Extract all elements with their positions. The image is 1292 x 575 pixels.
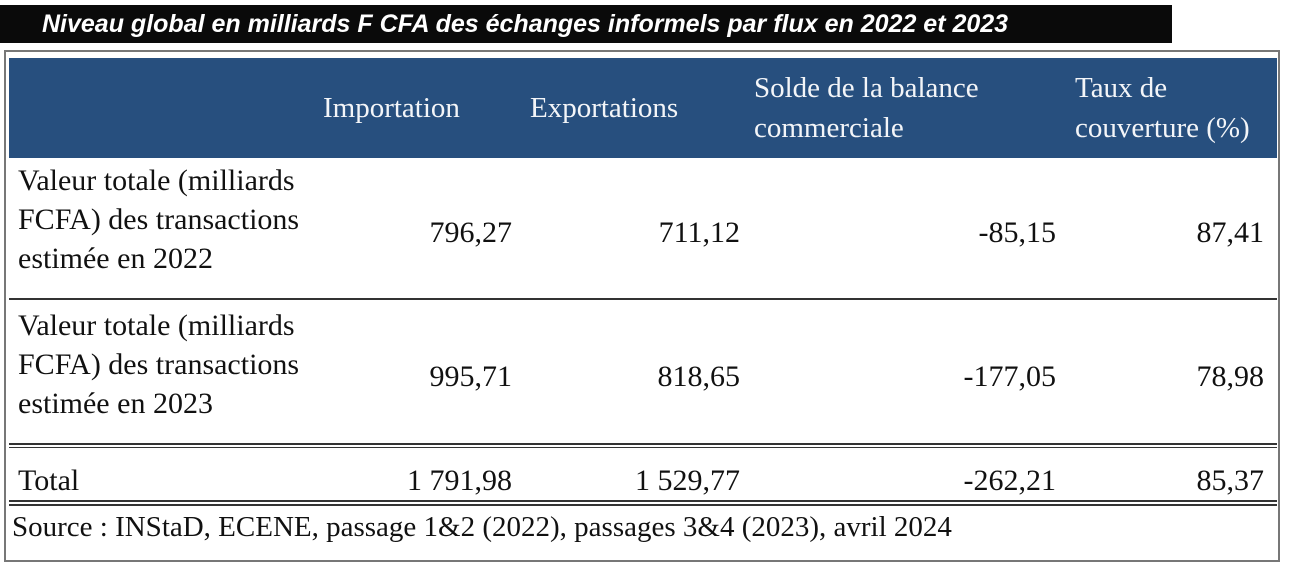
header-taux-label: Taux de couverture (%) [1075, 72, 1250, 144]
row-divider [9, 447, 1277, 448]
row-2022-taux: 87,41 [1196, 216, 1265, 249]
row-2022-solde: -85,15 [978, 216, 1057, 249]
header-importation-label: Importation [323, 92, 460, 124]
row-2023-solde: -177,05 [963, 360, 1057, 393]
row-2023-taux: 78,98 [1196, 360, 1265, 393]
table-bottom-rule [9, 500, 1277, 502]
header-taux: Taux de couverture (%) [1075, 58, 1270, 158]
total-importation: 1 791,98 [407, 464, 512, 497]
row-2023-label: Valeur totale (milliards FCFA) des trans… [18, 309, 300, 420]
row-2022-importation: 796,27 [429, 216, 513, 249]
row-2023-exportations: 818,65 [657, 360, 741, 393]
table-title: Niveau global en milliards F CFA des éch… [0, 5, 1172, 43]
source-note: Source : INStaD, ECENE, passage 1&2 (202… [12, 511, 952, 543]
total-label: Total [18, 464, 80, 497]
header-exportations: Exportations [530, 58, 730, 158]
table-header: Importation Exportations Solde de la bal… [9, 58, 1277, 158]
header-exportations-label: Exportations [530, 92, 679, 124]
header-importation: Importation [323, 58, 503, 158]
row-divider [9, 298, 1277, 300]
row-2023-importation: 995,71 [429, 360, 513, 393]
row-divider [9, 443, 1277, 445]
row-2022-label: Valeur totale (milliards FCFA) des trans… [18, 164, 300, 275]
total-exportations: 1 529,77 [635, 464, 740, 497]
header-solde: Solde de la balance commerciale [754, 58, 1024, 158]
total-taux: 85,37 [1196, 464, 1265, 497]
total-solde: -262,21 [963, 464, 1057, 497]
table-bottom-rule [9, 504, 1277, 506]
header-solde-label: Solde de la balance commerciale [754, 72, 979, 144]
row-2022-exportations: 711,12 [658, 216, 740, 249]
